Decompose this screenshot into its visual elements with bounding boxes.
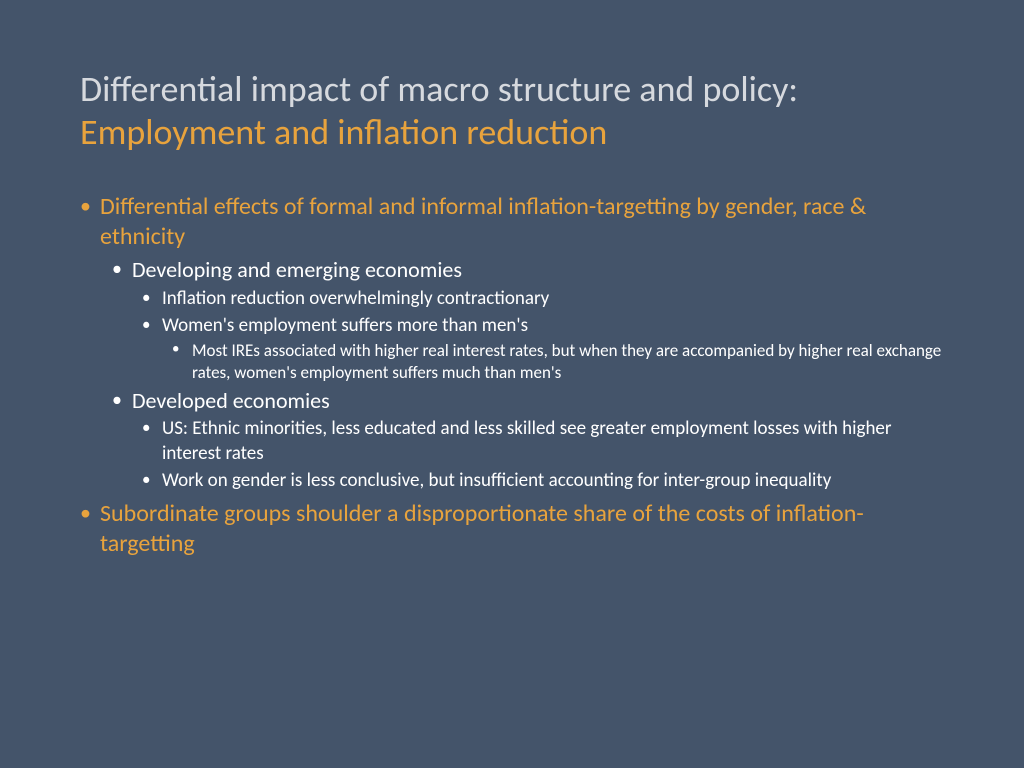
bullet-l3: Inflation reduction overwhelmingly contr… — [162, 287, 944, 312]
bullet-l2: Developed economies US: Ethnic minoritie… — [132, 387, 944, 494]
bullet-l3: Work on gender is less conclusive, but i… — [162, 469, 944, 494]
bullet-text: Inflation reduction overwhelmingly contr… — [162, 287, 549, 310]
bullet-l1: Subordinate groups shoulder a disproport… — [100, 499, 944, 559]
bullet-text: Developed economies — [132, 387, 330, 414]
bullet-text: Subordinate groups shoulder a disproport… — [100, 499, 864, 558]
bullet-l3: US: Ethnic minorities, less educated and… — [162, 417, 944, 466]
title-line-1: Differential impact of macro structure a… — [80, 68, 944, 111]
bullet-text: Work on gender is less conclusive, but i… — [162, 469, 831, 492]
slide-title: Differential impact of macro structure a… — [80, 68, 944, 154]
title-line-2: Employment and inflation reduction — [80, 111, 944, 154]
bullet-list: Differential effects of formal and infor… — [80, 192, 944, 559]
bullet-l4: Most IREs associated with higher real in… — [192, 340, 944, 384]
bullet-text: Women's employment suffers more than men… — [162, 314, 528, 337]
bullet-text: Differential effects of formal and infor… — [100, 192, 866, 251]
bullet-text: Developing and emerging economies — [132, 256, 462, 283]
bullet-l2: Developing and emerging economies Inflat… — [132, 256, 944, 384]
bullet-text: US: Ethnic minorities, less educated and… — [162, 417, 892, 465]
bullet-text: Most IREs associated with higher real in… — [192, 340, 941, 383]
bullet-l1: Differential effects of formal and infor… — [100, 192, 944, 493]
bullet-l3: Women's employment suffers more than men… — [162, 314, 944, 385]
